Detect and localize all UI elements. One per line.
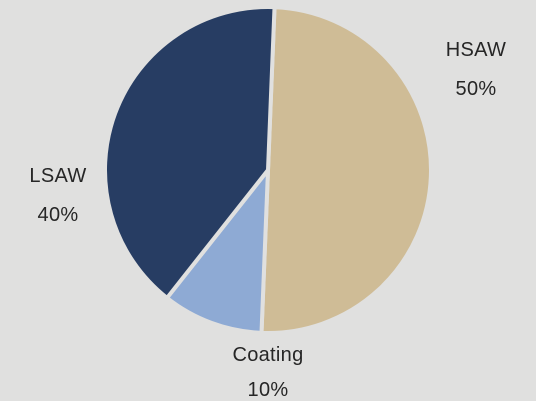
slice-label-coating: Coating xyxy=(232,344,303,366)
slice-percent-lsaw: 40% xyxy=(38,204,79,226)
pie-slices xyxy=(102,5,433,335)
pie-labels: HSAW 50% Coating 10% LSAW 40% xyxy=(29,39,506,401)
slice-percent-coating: 10% xyxy=(248,379,289,401)
pie-slice-coating xyxy=(164,168,270,335)
slice-label-hsaw: HSAW xyxy=(446,39,506,61)
slice-percent-hsaw: 50% xyxy=(456,78,497,100)
slice-label-lsaw: LSAW xyxy=(29,165,86,187)
pie-slice-hsaw xyxy=(259,5,433,335)
pie-slice-lsaw xyxy=(102,5,277,300)
